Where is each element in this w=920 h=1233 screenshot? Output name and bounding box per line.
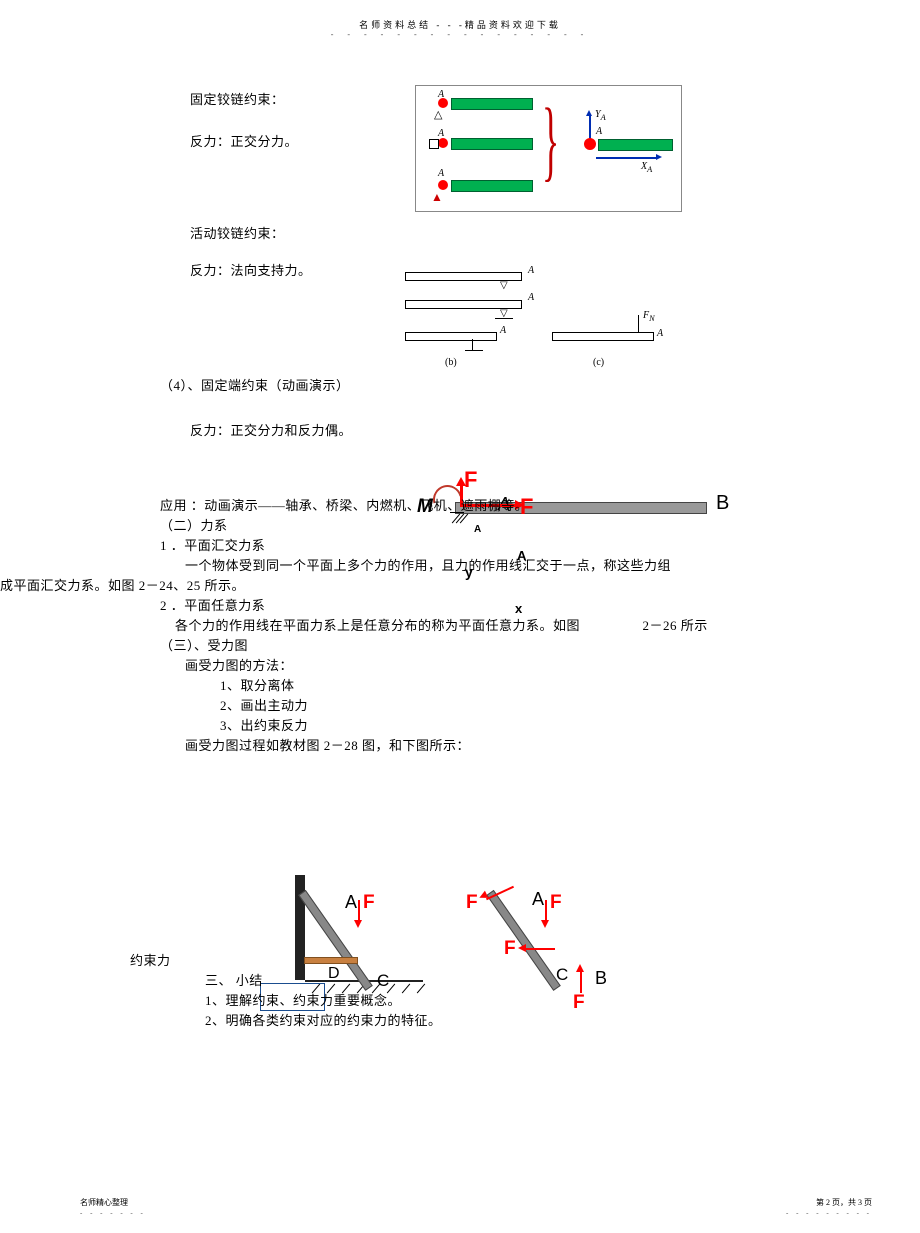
text-summary-title: 三、 小结 xyxy=(130,971,820,991)
text-application: 应用 ：动画演示——轴承、桥梁、内燃机、飞机、遮雨棚等。 xyxy=(130,496,820,516)
text-constraint-force: 约束力 xyxy=(130,951,820,971)
text-line-13: 各个力的作用线在平面力系上是任意分布的称为平面任意力系。如图 2－26 所示 xyxy=(130,616,820,636)
footer-right-dots: - - - - - - - - - xyxy=(786,1209,872,1217)
text-roller-hinge: 活动铰链约束： xyxy=(130,224,820,244)
text-fbd-method: 画受力图的方法： xyxy=(130,656,820,676)
footer-right: 第 2 页，共 3 页 xyxy=(816,1197,872,1208)
text-fixed-hinge: 固定铰链约束： xyxy=(130,90,820,110)
footer-left: 名师精心整理 xyxy=(80,1197,128,1208)
content-body: 固定铰链约束： 反力：正交分力。 活动铰链约束： 反力：法向支持力。 （4）、固… xyxy=(130,90,820,1031)
text-reaction-orth: 反力：正交分力。 xyxy=(130,132,820,152)
page-header-dots: - - - - - - - - - - - - - - - - xyxy=(0,30,920,39)
text-orth-couple: 反力：正交分力和反力偶。 xyxy=(130,421,820,441)
text-fixed-end-title: （4）、固定端约束（动画演示） xyxy=(130,376,820,396)
text-general: 2 ．平面任意力系 xyxy=(130,596,820,616)
footer-left-dots: - - - - - - - xyxy=(80,1209,146,1217)
text-line-13a: 各个力的作用线在平面力系上是任意分布的称为平面任意力系。如图 xyxy=(175,618,580,633)
text-normal-force: 反力：法向支持力。 xyxy=(130,261,820,281)
text-summary-2: 2、明确各类约束对应的约束力的特征。 xyxy=(130,1011,820,1031)
text-forces-system: （二）力系 xyxy=(130,516,820,536)
text-step-1: 1、取分离体 xyxy=(130,676,820,696)
text-fbd-title: （三）、受力图 xyxy=(130,636,820,656)
text-step-2: 2、画出主动力 xyxy=(130,696,820,716)
text-concurrent: 1 ．平面汇交力系 xyxy=(130,536,820,556)
text-fbd-process: 画受力图过程如教材图 2－28 图，和下图所示： xyxy=(130,736,820,756)
text-summary-1: 1、理解约束、约束力重要概念。 xyxy=(130,991,820,1011)
text-line-11b: 成平面汇交力系。如图 2－24、25 所示。 xyxy=(0,576,820,596)
text-line-13b: 2－26 所示 xyxy=(643,618,708,633)
text-line-10: 一个物体受到同一个平面上多个力的作用，且力的作用线汇交于一点，称这些力组 xyxy=(130,556,820,576)
text-step-3: 3、出约束反力 xyxy=(130,716,820,736)
